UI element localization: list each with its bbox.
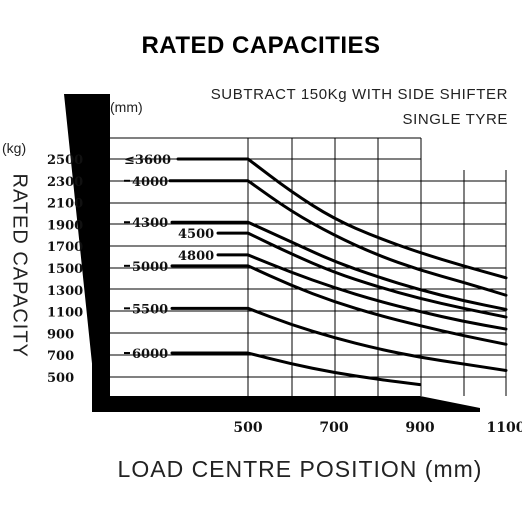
y-tick-label: 1900 [47, 218, 83, 233]
y-tick-label: 2500 [47, 153, 83, 168]
note-single-tyre: SINGLE TYRE [402, 111, 508, 128]
capacity-curve-4800 [216, 253, 508, 331]
lift-height-label: 5500 [132, 302, 168, 317]
lift-height-label: 4800 [178, 249, 214, 264]
y-tick-label: 500 [47, 371, 74, 386]
y-tick-label: 700 [47, 349, 74, 364]
chart-title: RATED CAPACITIES [141, 32, 381, 59]
capacity-curve-3600 [176, 157, 508, 280]
x-unit-label: (mm) [110, 99, 143, 115]
y-tick-label: 1500 [47, 262, 83, 277]
lift-height-label: 4300 [132, 216, 168, 231]
x-tick-label: 1100 [487, 420, 522, 436]
y-tick-label: 900 [47, 327, 74, 342]
x-axis-title: LOAD CENTRE POSITION (mm) [117, 456, 483, 482]
lift-height-label: 4000 [132, 175, 168, 190]
mast-frame [64, 94, 110, 402]
x-tick-label: 700 [319, 420, 348, 436]
lift-height-label: ≤3600 [124, 153, 171, 168]
lift-height-label: 5000 [132, 260, 168, 275]
y-unit-label: (kg) [2, 140, 27, 156]
capacity-curve-4500 [216, 231, 508, 319]
capacity-curve-4000 [168, 179, 508, 297]
y-tick-label: 1300 [47, 284, 83, 299]
y-tick-label: 2100 [47, 197, 83, 212]
capacity-curve-6000 [170, 351, 422, 387]
capacity-curve-4300 [170, 220, 508, 311]
note-side-shifter: SUBTRACT 150Kg WITH SIDE SHIFTER [210, 86, 508, 103]
y-tick-label: 1100 [47, 306, 83, 321]
x-tick-label: 500 [233, 420, 262, 436]
y-tick-label: 1700 [47, 240, 83, 255]
fork-base [92, 396, 480, 412]
lift-height-label: 4500 [178, 227, 214, 242]
mast-upright [92, 94, 110, 412]
capacity-curve-5000 [170, 264, 508, 346]
lift-height-label: 6000 [132, 347, 168, 362]
y-tick-label: 2300 [47, 175, 83, 190]
capacity-curve-5500 [170, 306, 508, 372]
x-tick-label: 900 [405, 420, 434, 436]
